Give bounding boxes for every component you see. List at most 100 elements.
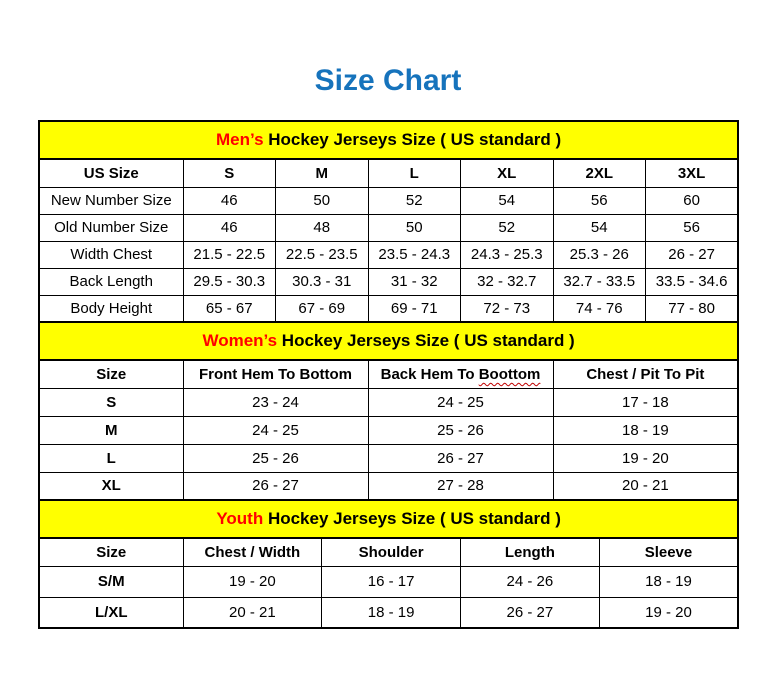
row-label: M: [38, 415, 184, 445]
column-header-mens-6: 3XL: [645, 158, 739, 188]
size-cell: 17 - 18: [552, 387, 739, 417]
column-header-youth-4: Sleeve: [598, 537, 739, 567]
size-cell: 74 - 76: [552, 294, 646, 323]
row-label: New Number Size: [38, 186, 184, 215]
size-cell: 24 - 26: [460, 565, 600, 598]
column-header-mens-5: 2XL: [552, 158, 646, 188]
size-cell: 69 - 71: [367, 294, 461, 323]
column-header-youth-2: Shoulder: [321, 537, 461, 567]
size-cell: 23.5 - 24.3: [367, 240, 461, 269]
size-cell: 19 - 20: [552, 443, 739, 473]
column-header-womens-3: Chest / Pit To Pit: [552, 359, 739, 389]
row-label: S/M: [38, 565, 184, 598]
column-header-mens-3: L: [367, 158, 461, 188]
row-label: XL: [38, 471, 184, 501]
table-row-womens-3: XL 26 - 27 27 - 28 20 - 21: [38, 471, 739, 501]
size-cell: 27 - 28: [367, 471, 554, 501]
column-header-womens-0: Size: [38, 359, 184, 389]
section-heading-youth: Youth Hockey Jerseys Size ( US standard …: [38, 499, 739, 539]
size-cell: 25 - 26: [182, 443, 369, 473]
section-heading-rest: Hockey Jerseys Size ( US standard ): [263, 509, 561, 528]
size-cell: 21.5 - 22.5: [182, 240, 276, 269]
column-header-womens-1: Front Hem To Bottom: [182, 359, 369, 389]
size-cell: 20 - 21: [182, 596, 323, 629]
row-label: S: [38, 387, 184, 417]
table-row-mens-1: Old Number Size 46 48 50 52 54 56: [38, 213, 739, 242]
row-label: L/XL: [38, 596, 184, 629]
size-cell: 18 - 19: [321, 596, 461, 629]
row-label: Body Height: [38, 294, 184, 323]
size-cell: 77 - 80: [645, 294, 739, 323]
table-row-mens-4: Body Height 65 - 67 67 - 69 69 - 71 72 - 73 7…: [38, 294, 739, 323]
column-header-youth-3: Length: [460, 537, 600, 567]
section-band-mens: Men’s Hockey Jerseys Size ( US standard …: [38, 120, 739, 160]
table-row-youth-1: L/XL 20 - 21 18 - 19 26 - 27 19 - 20: [38, 596, 739, 629]
size-cell: 46: [182, 186, 276, 215]
size-cell: 24.3 - 25.3: [460, 240, 554, 269]
size-cell: 18 - 19: [552, 415, 739, 445]
size-cell: 72 - 73: [460, 294, 554, 323]
size-chart-table-body: Men’s Hockey Jerseys Size ( US standard …: [38, 120, 739, 629]
column-header-mens-0: US Size: [38, 158, 184, 188]
size-cell: 46: [182, 213, 276, 242]
size-cell: 65 - 67: [182, 294, 276, 323]
size-cell: 56: [645, 213, 739, 242]
section-heading-womens: Women’s Hockey Jerseys Size ( US standar…: [38, 321, 739, 361]
row-label: Width Chest: [38, 240, 184, 269]
table-row-mens-3: Back Length 29.5 - 30.3 30.3 - 31 31 - 32 32…: [38, 267, 739, 296]
size-cell: 33.5 - 34.6: [645, 267, 739, 296]
table-row-womens-0: S 23 - 24 24 - 25 17 - 18: [38, 387, 739, 417]
size-cell: 22.5 - 23.5: [275, 240, 369, 269]
size-cell: 26 - 27: [460, 596, 600, 629]
size-cell: 52: [367, 186, 461, 215]
size-cell: 31 - 32: [367, 267, 461, 296]
section-heading-highlight: Men’s: [216, 130, 264, 149]
column-header-mens-1: S: [182, 158, 276, 188]
section-heading-highlight: Women’s: [202, 331, 278, 350]
section-heading-rest: Hockey Jerseys Size ( US standard ): [277, 331, 575, 350]
size-cell: 26 - 27: [367, 443, 554, 473]
size-cell: 50: [275, 186, 369, 215]
misspelled-word: Boottom: [478, 365, 541, 383]
size-cell: 24 - 25: [367, 387, 554, 417]
size-cell: 16 - 17: [321, 565, 461, 598]
size-cell: 54: [460, 186, 554, 215]
column-header-youth-1: Chest / Width: [182, 537, 323, 567]
section-heading-mens: Men’s Hockey Jerseys Size ( US standard …: [38, 120, 739, 160]
size-cell: 25 - 26: [367, 415, 554, 445]
table-row-womens-1: M 24 - 25 25 - 26 18 - 19: [38, 415, 739, 445]
size-cell: 23 - 24: [182, 387, 369, 417]
size-cell: 32 - 32.7: [460, 267, 554, 296]
size-cell: 29.5 - 30.3: [182, 267, 276, 296]
row-label: L: [38, 443, 184, 473]
section-band-womens: Women’s Hockey Jerseys Size ( US standar…: [38, 321, 739, 361]
size-cell: 19 - 20: [182, 565, 323, 598]
column-header-womens-2: Back Hem To Boottom: [367, 359, 554, 389]
header-row-mens: US Size S M L XL 2XL 3XL: [38, 158, 739, 188]
section-heading-rest: Hockey Jerseys Size ( US standard ): [263, 130, 562, 149]
table-row-mens-2: Width Chest 21.5 - 22.5 22.5 - 23.5 23.5 - …: [38, 240, 739, 269]
size-cell: 67 - 69: [275, 294, 369, 323]
section-heading-highlight: Youth: [216, 509, 264, 528]
header-row-womens: Size Front Hem To Bottom Back Hem To Boott…: [38, 359, 739, 389]
size-cell: 20 - 21: [552, 471, 739, 501]
size-cell: 30.3 - 31: [275, 267, 369, 296]
row-label: Old Number Size: [38, 213, 184, 242]
column-header-mens-4: XL: [460, 158, 554, 188]
section-band-youth: Youth Hockey Jerseys Size ( US standard …: [38, 499, 739, 539]
size-cell: 24 - 25: [182, 415, 369, 445]
size-cell: 60: [645, 186, 739, 215]
column-header-youth-0: Size: [38, 537, 184, 567]
row-label: Back Length: [38, 267, 184, 296]
column-header-mens-2: M: [275, 158, 369, 188]
size-cell: 19 - 20: [598, 596, 739, 629]
size-cell: 54: [552, 213, 646, 242]
table-row-mens-0: New Number Size 46 50 52 54 56 60: [38, 186, 739, 215]
size-cell: 26 - 27: [645, 240, 739, 269]
size-cell: 50: [367, 213, 461, 242]
size-chart-table: Men’s Hockey Jerseys Size ( US standard …: [38, 120, 740, 629]
page-title: Size Chart: [314, 64, 462, 97]
size-cell: 48: [275, 213, 369, 242]
table-row-youth-0: S/M 19 - 20 16 - 17 24 - 26 18 - 19: [38, 565, 739, 598]
size-cell: 56: [552, 186, 646, 215]
